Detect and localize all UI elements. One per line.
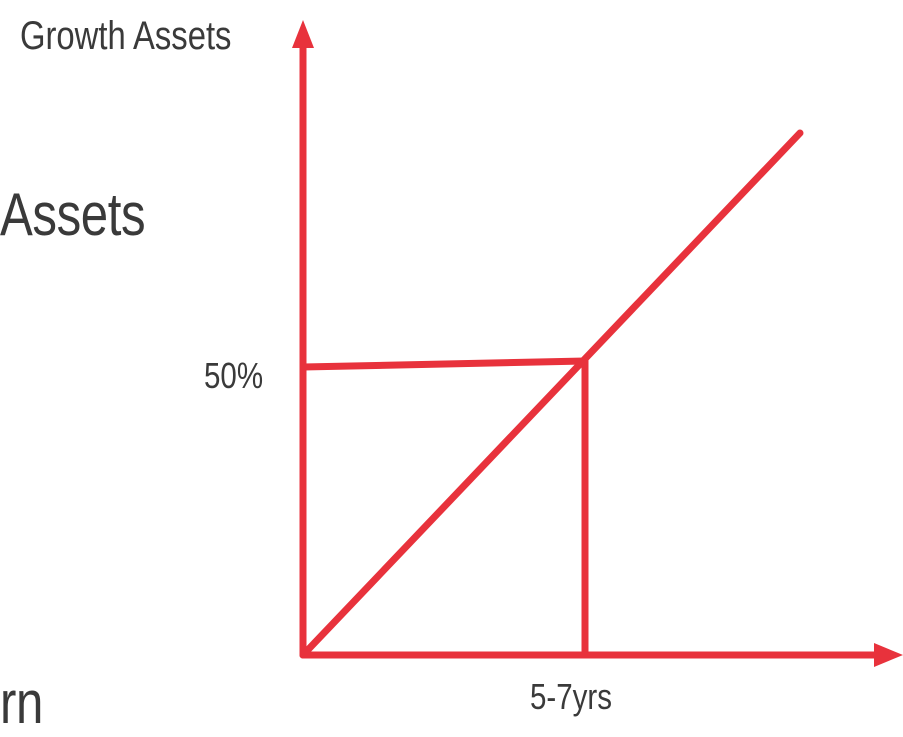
y-marker-label: 50% bbox=[204, 355, 264, 396]
x-axis-arrowhead bbox=[874, 643, 903, 667]
y-axis-arrowhead bbox=[292, 20, 314, 48]
growth-assets-diagram bbox=[292, 20, 903, 667]
horizontal-reference-line bbox=[299, 357, 589, 371]
x-marker-label: 5-7yrs bbox=[530, 676, 613, 717]
diagonal-trend-line bbox=[299, 129, 804, 659]
y-axis-title: Growth Assets bbox=[20, 14, 232, 58]
background-slide-text-assets: Assets bbox=[0, 181, 146, 248]
